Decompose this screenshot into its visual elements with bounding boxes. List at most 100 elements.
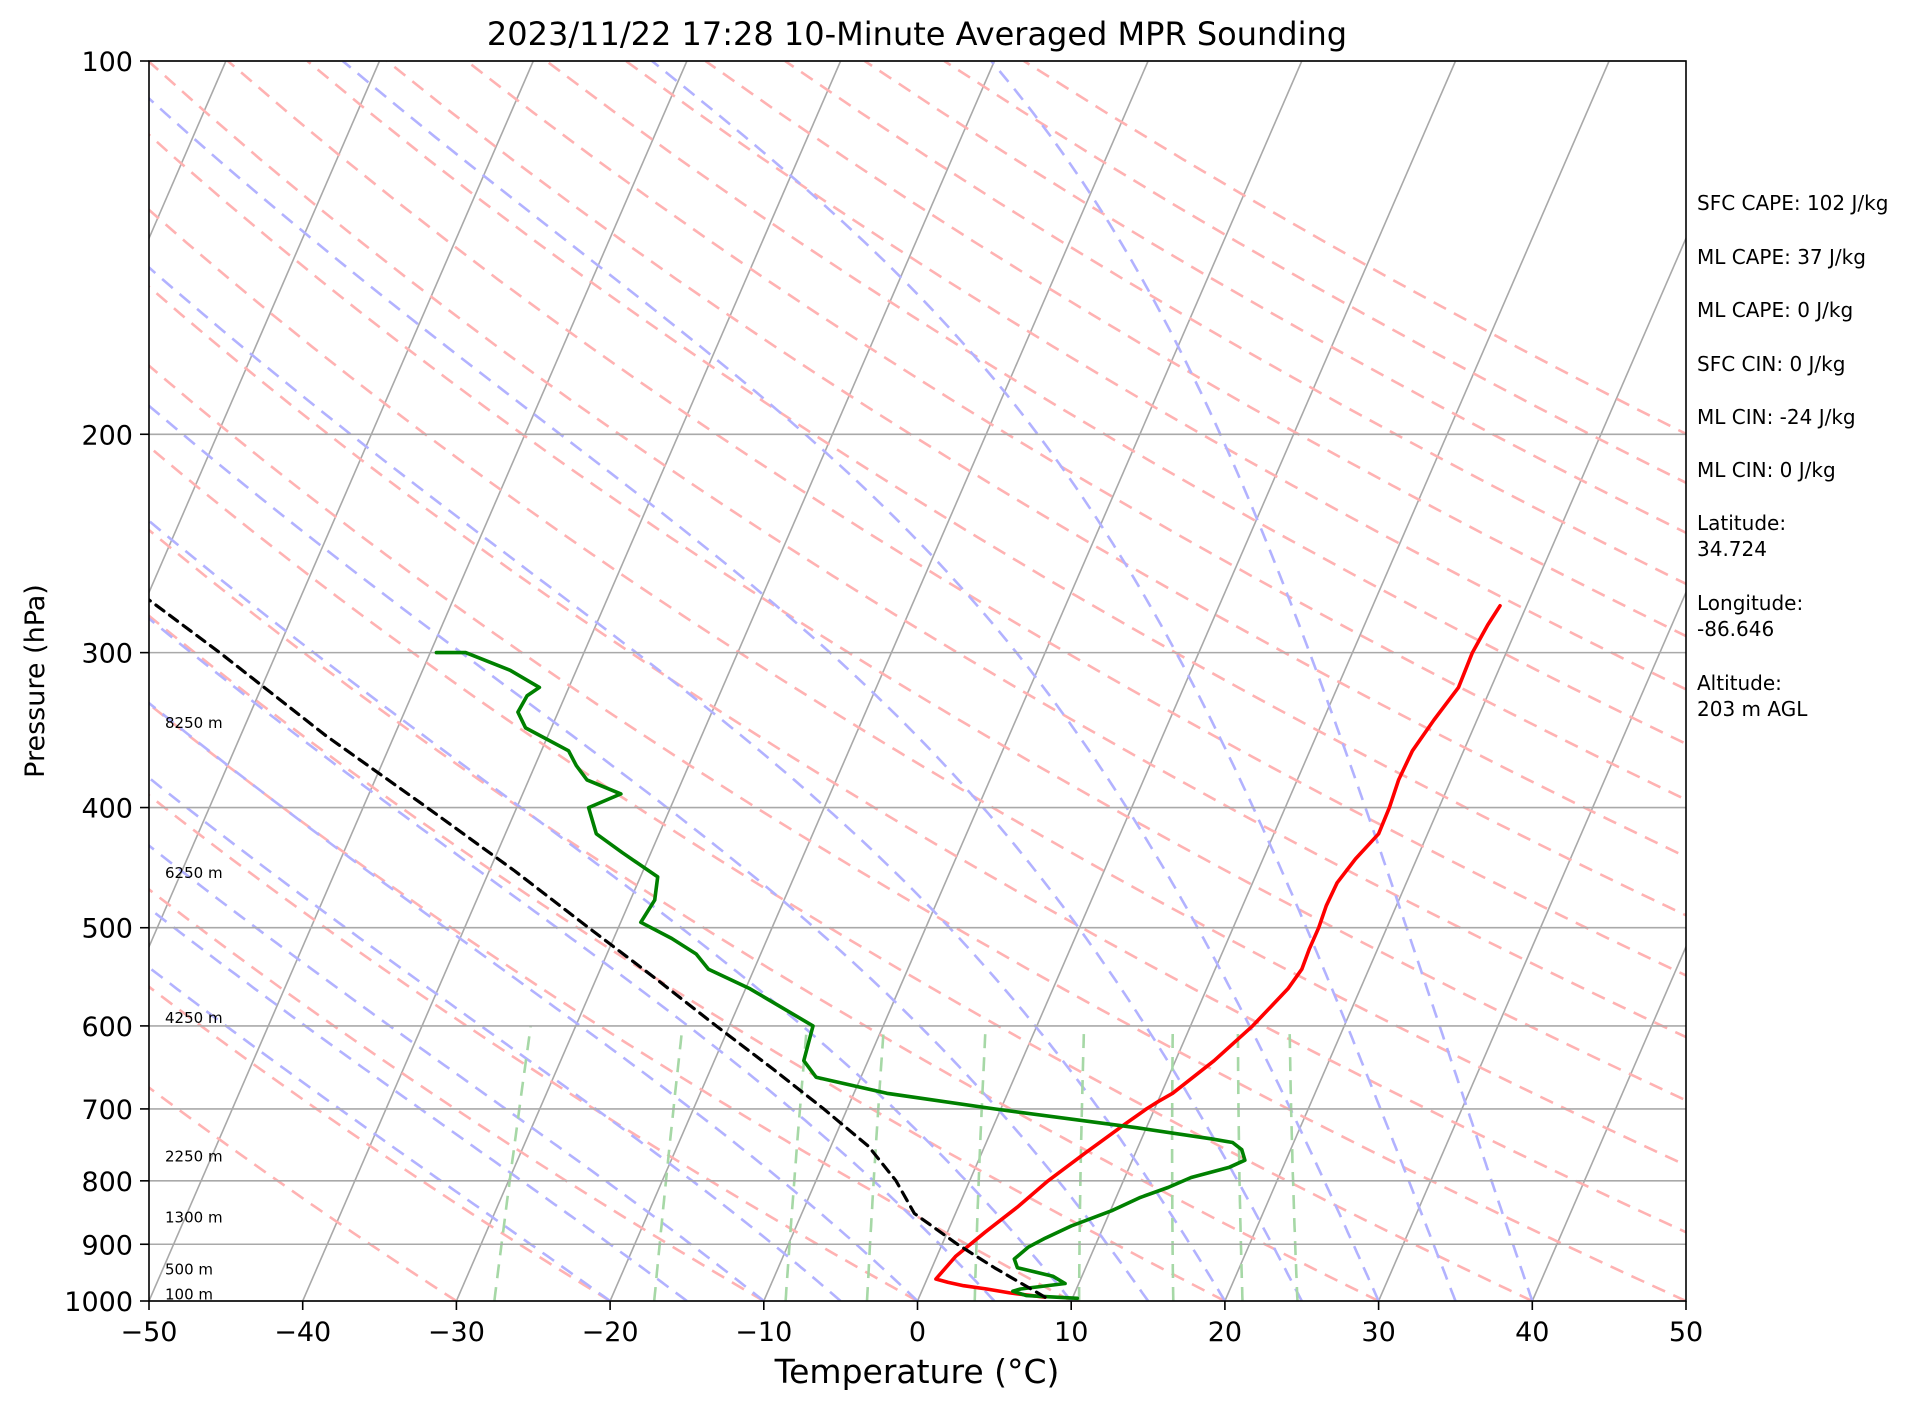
stats-text: ML CIN: 0 J/kg [1697,458,1836,482]
y-axis: 100 200 300 400 500 600 700 800 900 1000 [64,47,149,1318]
dry-adiabat [149,445,1533,1301]
stats-text: SFC CIN: 0 J/kg [1697,352,1845,376]
height-label: 4250 m [165,1009,223,1027]
y-tick-label: 500 [81,914,133,945]
stats-text: 203 m AGL [1697,697,1808,721]
moist-adiabat [341,61,1380,1301]
y-tick-label: 600 [81,1012,133,1043]
chart-title: 2023/11/22 17:28 10-Minute Averaged MPR … [487,15,1347,53]
moist-adiabat [149,701,919,1301]
x-tick-label: −30 [428,1317,485,1348]
mixing-ratio-line [652,1025,684,1301]
moist-adiabat [651,61,1457,1301]
height-label: 6250 m [165,864,223,882]
moist-adiabat [149,404,1150,1301]
isotherm-line [149,61,381,595]
isotherm-line [609,61,1149,1301]
moist-adiabat [149,776,842,1301]
height-label: 8250 m [165,714,223,732]
dry-adiabat [149,528,1380,1301]
height-label: 1300 m [165,1208,223,1226]
dry-adiabat [149,208,1686,1167]
dry-adiabat [149,61,1686,1039]
x-tick-label: 20 [1208,1317,1242,1348]
isotherm-line [1531,944,1686,1301]
stats-text: 34.724 [1697,537,1767,561]
dry-adiabat [149,363,1686,1301]
dry-adiabat [149,887,765,1301]
stats-text: ML CAPE: 37 J/kg [1697,245,1866,269]
x-tick-label: −10 [735,1317,792,1348]
x-tick-label: 0 [909,1317,926,1348]
height-label: 100 m [165,1285,213,1303]
isotherm-line [916,61,1457,1301]
isotherm-line [149,61,688,1301]
dry-adiabat [386,61,1686,859]
mixing-ratio-line [784,1025,809,1301]
stats-text: Latitude: [1697,511,1786,535]
y-tick-label: 900 [81,1230,133,1261]
stats-text: SFC CAPE: 102 J/kg [1697,191,1888,215]
x-tick-label: −50 [121,1317,178,1348]
y-tick-label: 300 [81,639,133,670]
moist-adiabat [149,906,688,1301]
isotherm-line [149,61,535,949]
mixing-ratio-line [493,1025,532,1301]
y-axis-label: Pressure (hPa) [20,584,51,778]
temperature-line [934,604,1502,1299]
isotherm-line [1070,61,1610,1301]
stats-text: Altitude: [1697,671,1782,695]
dry-adiabat [149,985,611,1301]
dewpoint-line [434,650,1247,1301]
x-tick-label: 10 [1054,1317,1088,1348]
y-tick-label: 700 [81,1095,133,1126]
y-tick-label: 100 [81,47,133,78]
pressure-grid [149,60,1686,1302]
y-tick-label: 800 [81,1167,133,1198]
isotherm-line [1224,236,1686,1301]
height-label: 2250 m [165,1148,223,1166]
mixing-ratio-line [1077,1025,1086,1301]
moist-adiabat [149,965,611,1301]
x-tick-label: 40 [1515,1317,1549,1348]
dry-adiabat [149,1085,458,1301]
x-tick-label: 50 [1669,1317,1703,1348]
dry-adiabat [149,702,1072,1301]
plot-frame [148,60,1687,1302]
moist-adiabat [149,96,1303,1301]
dry-adiabat [149,793,919,1301]
height-label: 500 m [165,1261,213,1279]
dry-adiabat [226,61,1686,977]
moist-adiabat [149,616,996,1301]
moist-adiabat [990,61,1534,1301]
x-tick-label: −20 [582,1317,639,1348]
parcel-path-line [149,598,1047,1299]
data-series [149,598,1502,1301]
isotherm-line [763,61,1303,1301]
background-lines [149,61,1686,1301]
height-labels: 100 m 500 m 1300 m 2250 m 4250 m 6250 m 8250 m [165,714,223,1303]
stats-text: -86.646 [1697,617,1774,641]
stats-text: ML CIN: -24 J/kg [1697,405,1856,429]
dry-adiabat [149,614,1226,1301]
dry-adiabat [149,133,1686,1102]
moist-adiabat [149,265,1227,1301]
isotherm-line [1377,590,1686,1301]
dry-adiabat [149,285,1686,1234]
y-tick-label: 1000 [64,1287,133,1318]
isotherm-line [455,61,996,1301]
x-axis-label: Temperature (°C) [774,1352,1060,1391]
x-tick-label: −40 [274,1317,331,1348]
stats-panel: SFC CAPE: 102 J/kg ML CAPE: 37 J/kg ML CAP… [1697,191,1888,721]
x-tick-label: 30 [1361,1317,1395,1348]
moist-adiabat [149,519,1073,1301]
x-axis: −50 −40 −30 −20 −10 0 10 20 30 40 50 [121,1301,1703,1348]
mixing-ratio-line [1170,1025,1175,1301]
isotherm-line [301,61,842,1301]
stats-text: Longitude: [1697,591,1803,615]
moist-adiabat [149,843,765,1301]
stats-text: ML CAPE: 0 J/kg [1697,298,1853,322]
y-tick-label: 400 [81,794,133,825]
y-tick-label: 200 [81,420,133,451]
